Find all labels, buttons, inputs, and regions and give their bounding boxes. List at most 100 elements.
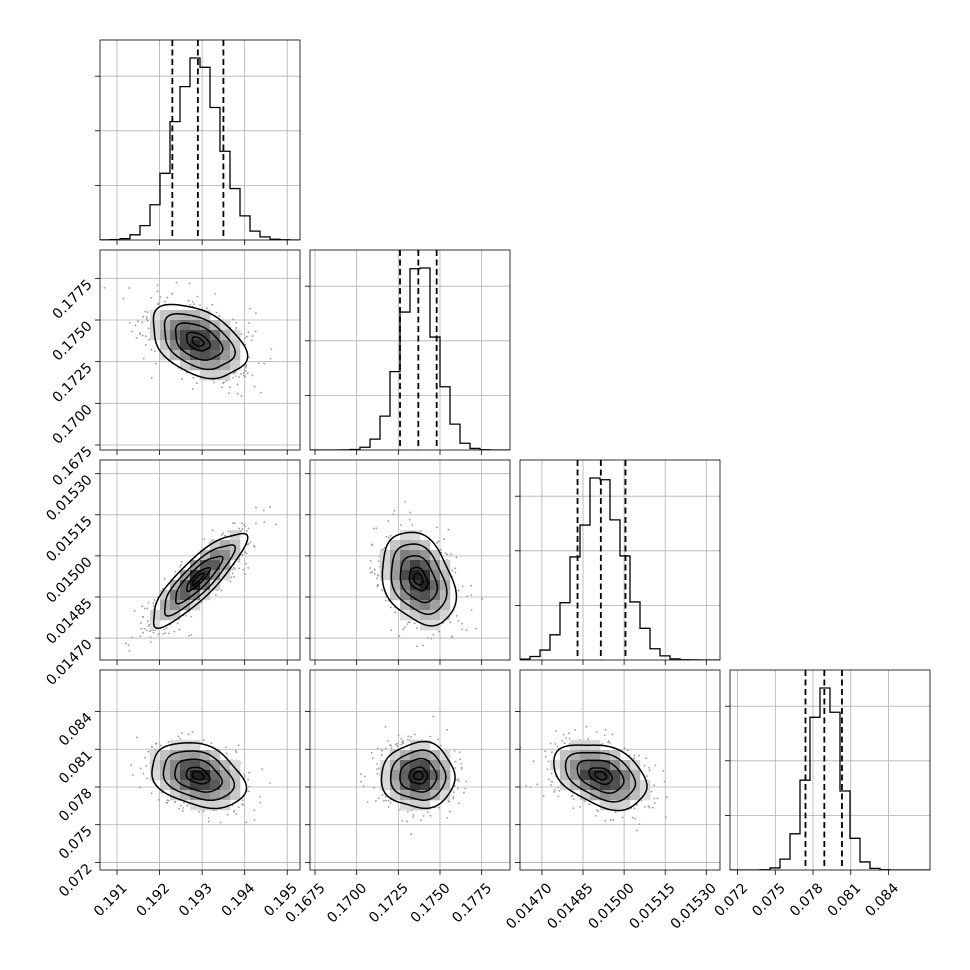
- sample-point: [139, 635, 142, 638]
- density-cell: [570, 770, 581, 781]
- sample-point: [135, 337, 138, 339]
- sample-point: [454, 571, 457, 574]
- sample-point: [239, 530, 242, 532]
- sample-point: [188, 634, 190, 637]
- sample-point: [259, 801, 262, 804]
- sample-point: [134, 324, 137, 327]
- density-cell: [430, 560, 441, 571]
- sample-point: [241, 799, 244, 802]
- sample-point: [248, 790, 250, 793]
- sample-point: [150, 297, 153, 299]
- sample-point: [253, 809, 256, 812]
- density-cell: [610, 760, 621, 771]
- density-cell: [190, 580, 201, 591]
- sample-point: [155, 742, 158, 745]
- density-cell: [590, 750, 601, 761]
- density-cell: [410, 780, 421, 791]
- sample-point: [130, 764, 133, 767]
- sample-point: [147, 750, 150, 753]
- sample-point: [189, 303, 192, 306]
- sample-point: [154, 362, 157, 365]
- density-cell: [190, 350, 201, 361]
- sample-point: [203, 538, 206, 541]
- sample-point: [387, 806, 390, 808]
- contour-line-0: [152, 532, 249, 630]
- sample-point: [554, 788, 556, 791]
- sample-point: [603, 734, 606, 737]
- sample-point: [550, 751, 553, 754]
- sample-point: [237, 806, 240, 809]
- sample-point: [643, 805, 646, 808]
- density-cell: [380, 550, 391, 561]
- density-cell: [620, 790, 631, 801]
- sample-point: [150, 348, 153, 351]
- density-cell: [170, 750, 181, 761]
- sample-point: [244, 343, 247, 346]
- sample-point: [261, 768, 264, 771]
- density-cell: [410, 740, 421, 751]
- density-cell: [170, 760, 181, 771]
- density-cell: [200, 800, 211, 811]
- density-cell: [580, 790, 591, 801]
- sample-point: [230, 576, 233, 579]
- sample-point: [475, 627, 477, 630]
- density-cell: [390, 770, 401, 781]
- density-cell: [600, 780, 611, 791]
- sample-point: [139, 786, 142, 789]
- sample-point: [145, 316, 148, 319]
- sample-point: [130, 330, 133, 333]
- sample-point: [452, 797, 455, 800]
- sample-point: [413, 733, 416, 736]
- sample-point: [406, 820, 408, 823]
- sample-point: [604, 728, 607, 731]
- sample-point: [654, 764, 657, 767]
- sample-point: [139, 767, 142, 770]
- sample-point: [262, 509, 265, 512]
- sample-point: [392, 513, 395, 516]
- sample-point: [384, 795, 387, 798]
- sample-point: [245, 529, 248, 532]
- sample-point: [448, 800, 451, 803]
- sample-point: [401, 819, 404, 822]
- sample-point: [156, 284, 159, 287]
- sample-point: [247, 527, 250, 530]
- sample-point: [548, 778, 550, 781]
- sample-point: [245, 370, 247, 372]
- density-cell: [160, 310, 171, 321]
- sample-point: [244, 525, 246, 528]
- density-cell: [410, 590, 421, 601]
- contour-line-0: [553, 744, 648, 812]
- density-cell: [430, 790, 441, 801]
- sample-point: [572, 798, 575, 801]
- sample-point: [387, 520, 390, 522]
- density-cell: [400, 570, 411, 581]
- panel-frame: [309, 249, 511, 451]
- contour-line-1: [389, 749, 447, 801]
- sample-point: [210, 742, 213, 745]
- sample-point: [254, 330, 257, 333]
- density-cell: [390, 540, 401, 551]
- density-cell: [170, 580, 181, 591]
- sample-point: [244, 562, 247, 565]
- sample-point: [179, 737, 182, 740]
- sample-point: [233, 811, 235, 813]
- sample-point: [220, 533, 223, 536]
- density-cell: [380, 770, 391, 781]
- sample-point: [180, 563, 182, 566]
- density-cell: [610, 800, 621, 811]
- y-tick-label: 0.1750: [50, 318, 96, 364]
- density-cell: [180, 790, 191, 801]
- sample-point: [183, 801, 185, 804]
- sample-point: [144, 310, 147, 313]
- density-cell: [440, 780, 451, 791]
- density-cell: [180, 760, 191, 771]
- sample-point: [375, 527, 378, 530]
- sample-point: [446, 817, 449, 819]
- density-cell: [180, 750, 191, 761]
- density-cell: [170, 340, 181, 351]
- density-cell: [220, 350, 231, 361]
- sample-point: [638, 754, 640, 757]
- sample-point: [440, 744, 443, 747]
- density-cell: [390, 780, 401, 791]
- density-cell: [160, 770, 171, 781]
